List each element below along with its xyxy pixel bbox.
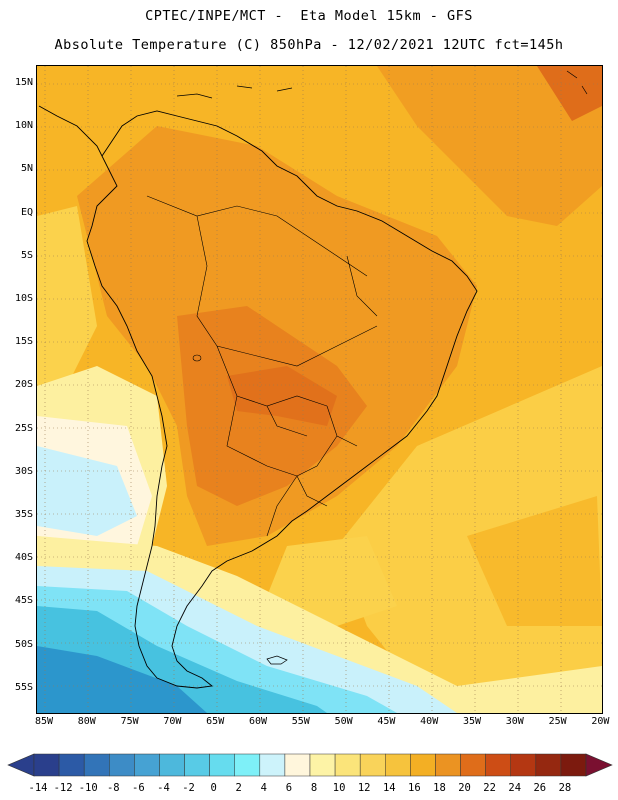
temperature-colorbar xyxy=(7,753,613,777)
colorbar-tick-label: -4 xyxy=(157,782,170,794)
colorbar-swatch xyxy=(385,753,411,777)
map-panel xyxy=(36,65,603,714)
colorbar-tick-label: 4 xyxy=(260,782,267,794)
colorbar-tick-label: 0 xyxy=(210,782,217,794)
colorbar-swatch xyxy=(209,753,235,777)
colorbar-tick-label: 20 xyxy=(458,782,471,794)
caribbean-islands xyxy=(176,70,588,99)
longitude-label: 50W xyxy=(334,716,353,727)
colorbar-swatch xyxy=(485,753,511,777)
colorbar-swatch xyxy=(309,753,336,777)
latitude-label: 40S xyxy=(14,552,33,564)
colorbar-swatch xyxy=(510,753,537,777)
colorbar-swatch xyxy=(58,753,85,777)
latitude-label: 20S xyxy=(14,379,33,391)
colorbar-swatch xyxy=(359,753,386,777)
southern-blue-band xyxy=(37,646,207,713)
latitude-label: 55S xyxy=(14,681,33,693)
longitude-label: 60W xyxy=(248,716,268,727)
colorbar-swatch xyxy=(259,753,286,777)
colorbar-swatch xyxy=(109,753,135,777)
colorbar-swatch xyxy=(234,753,261,777)
colorbar-swatch xyxy=(134,753,160,777)
temperature-field-map xyxy=(37,66,602,713)
longitude-label: 85W xyxy=(34,716,54,727)
latitude-label: 15N xyxy=(14,77,33,88)
title-line-1: CPTEC/INPE/MCT - Eta Model 15km - GFS xyxy=(145,8,473,24)
colorbar-tick-label: 18 xyxy=(433,782,446,794)
latitude-label: 25S xyxy=(14,422,33,434)
colorbar-tick-label: 6 xyxy=(285,782,293,794)
colorbar-swatch xyxy=(284,753,311,777)
latitude-label: 10S xyxy=(14,293,33,304)
latitude-label: 30S xyxy=(14,465,33,477)
south-atlantic-amber xyxy=(467,496,602,626)
colorbar-tick-label: 14 xyxy=(382,782,396,794)
colorbar-swatch xyxy=(159,753,185,777)
longitude-label: 55W xyxy=(291,716,310,727)
latitude-label: 5S xyxy=(20,249,33,261)
colorbar-swatch xyxy=(460,753,486,777)
colorbar-swatch xyxy=(410,753,436,777)
colorbar-tick-label: 10 xyxy=(332,782,346,794)
longitude-label: 45W xyxy=(377,716,396,727)
colorbar-tick-label: 28 xyxy=(558,782,572,794)
colorbar-swatch xyxy=(334,753,361,777)
north-atlantic-orange-band xyxy=(377,66,602,226)
south-america-coastline xyxy=(38,105,478,689)
longitude-label: 20W xyxy=(591,716,610,727)
colorbar-tick-label: -6 xyxy=(132,782,145,794)
colorbar-tick-label: 22 xyxy=(483,782,496,794)
latitude-label: 15S xyxy=(14,336,33,348)
longitude-label: 75W xyxy=(120,716,139,727)
longitude-label: 65W xyxy=(206,716,225,727)
longitude-label: 35W xyxy=(462,716,482,727)
argentine-coast-yellow xyxy=(267,536,397,626)
colorbar-swatch xyxy=(535,753,562,777)
colorbar-swatch xyxy=(560,753,587,777)
latitude-label: 50S xyxy=(14,638,33,650)
pacific-light-cyan xyxy=(37,446,137,536)
colorbar-high-arrow xyxy=(585,753,613,777)
colorbar-tick-label: 12 xyxy=(357,782,371,794)
chaco-hot-spot xyxy=(227,366,337,426)
longitude-label: 70W xyxy=(163,716,182,727)
colorbar-swatch xyxy=(83,753,110,777)
colorbar-tick-label: 16 xyxy=(408,782,421,794)
northeast-warm-patch xyxy=(537,66,602,121)
title-line-2: Absolute Temperature (C) 850hPa - 12/02/… xyxy=(54,37,564,53)
colorbar-swatch xyxy=(184,753,210,777)
longitude-label: 80W xyxy=(77,716,96,727)
colorbar-swatch xyxy=(33,753,60,777)
latitude-label: 10N xyxy=(14,120,33,132)
longitude-label: 40W xyxy=(420,716,439,727)
lake-titicaca xyxy=(192,354,202,362)
colorbar-tick-label: 24 xyxy=(508,782,522,794)
pacific-yellow-band xyxy=(37,206,97,396)
colorbar-tick-label: 8 xyxy=(310,782,318,794)
colorbar-low-arrow xyxy=(7,753,35,777)
colorbar-tick-label: -10 xyxy=(78,782,98,794)
longitude-label: 30W xyxy=(505,716,524,727)
colorbar-tick-label: 2 xyxy=(235,782,242,794)
falklands-outline xyxy=(266,655,288,665)
latitude-label: 5N xyxy=(20,163,33,175)
colorbar-tick-label: -2 xyxy=(182,782,195,794)
latitude-label: 45S xyxy=(14,595,33,607)
latitude-label: 35S xyxy=(14,509,33,520)
colorbar-swatch xyxy=(435,753,461,777)
colorbar-tick-label: 26 xyxy=(533,782,547,794)
colorbar-tick-label: -8 xyxy=(106,782,120,794)
colorbar-tick-label: -14 xyxy=(28,782,48,794)
latitude-label: EQ xyxy=(20,206,33,218)
longitude-label: 25W xyxy=(548,716,567,727)
country-borders xyxy=(146,195,378,537)
colorbar-tick-label: -12 xyxy=(53,782,73,794)
